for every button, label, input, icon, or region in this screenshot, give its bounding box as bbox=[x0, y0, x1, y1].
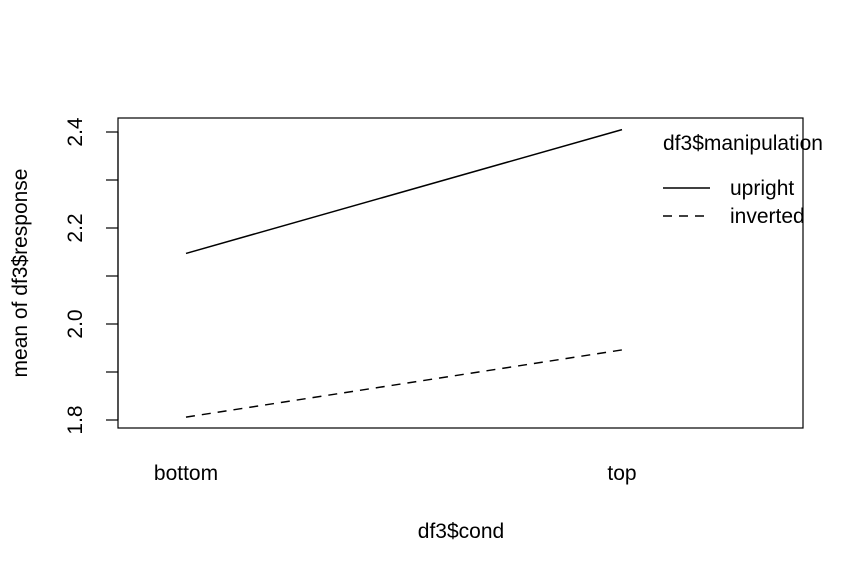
series-line-inverted bbox=[185, 349, 623, 418]
series-layer bbox=[185, 128, 623, 418]
legend-label-upright: upright bbox=[730, 177, 794, 200]
y-tick-label: 1.8 bbox=[64, 405, 87, 434]
series-line-upright bbox=[185, 128, 623, 255]
legend-label-inverted: inverted bbox=[730, 205, 805, 228]
x-tick-label: top bbox=[607, 462, 636, 485]
y-axis-label: mean of df3$response bbox=[9, 169, 32, 378]
y-tick-label: 2.4 bbox=[64, 117, 87, 147]
x-axis: bottom top bbox=[154, 462, 637, 485]
y-tick-label: 2.2 bbox=[64, 213, 87, 242]
x-axis-label: df3$cond bbox=[418, 520, 504, 543]
x-tick-label: bottom bbox=[154, 462, 218, 485]
y-tick-label: 2.0 bbox=[64, 309, 87, 338]
legend-title: df3$manipulation bbox=[663, 132, 823, 155]
y-axis: 1.8 2.0 2.2 2.4 bbox=[64, 117, 119, 435]
legend: df3$manipulation upright inverted bbox=[663, 132, 823, 228]
plot-frame bbox=[117, 117, 804, 429]
